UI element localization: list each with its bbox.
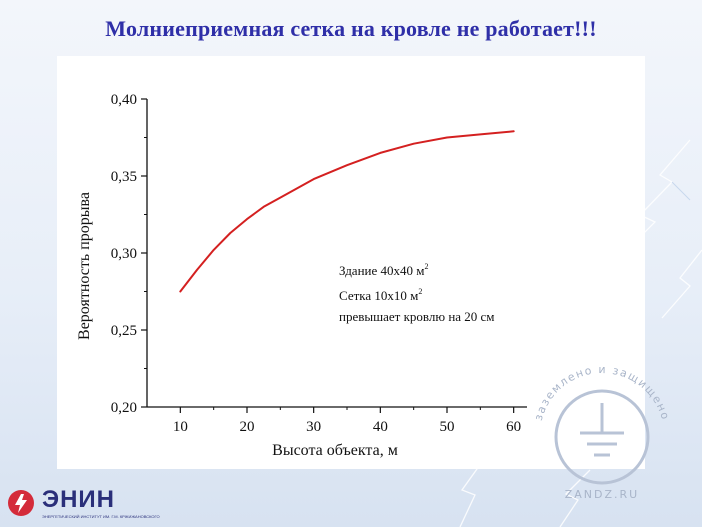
x-tick-label: 30 [306,419,321,435]
chart-annotation: Здание 40х40 м2 Сетка 10х10 м2 превышает… [339,256,495,327]
watermark: заземлено и защищено ZANDZ.RU [532,363,671,501]
chart-panel: Вероятность прорыва Высота объекта, м 0,… [57,56,645,469]
y-tick-label: 0,25 [111,323,137,339]
series-line [179,130,515,293]
y-tick-label: 0,40 [111,92,137,108]
x-tick-label: 50 [440,419,455,435]
watermark-bottom-text: ZANDZ.RU [565,488,640,501]
y-tick-label: 0,30 [111,246,137,262]
x-tick-label: 20 [240,419,255,435]
logo-name: ЭНИН [42,486,115,513]
watermark-circle [554,389,650,485]
chart: Вероятность прорыва Высота объекта, м 0,… [76,92,527,459]
slide-title: Молниеприемная сетка на кровле не работа… [105,16,597,41]
y-tick-label: 0,35 [111,169,137,185]
x-tick-label: 10 [173,419,188,435]
logo-subtitle: Энергетический институт им. Г.М. Кржижан… [42,514,160,519]
ground-symbol-icon [580,403,624,457]
annotation-line-1: Здание 40х40 м2 [339,262,429,278]
x-tick-label: 40 [373,419,388,435]
y-tick-label: 0,20 [111,400,137,416]
annotation-line-3: превышает кровлю на 20 см [339,309,495,324]
x-axis-label: Высота объекта, м [272,442,398,459]
enin-logo-icon [8,490,34,516]
x-tick-label: 60 [506,419,521,435]
y-axis-label: Вероятность прорыва [76,192,93,340]
annotation-line-2: Сетка 10х10 м2 [339,287,423,303]
